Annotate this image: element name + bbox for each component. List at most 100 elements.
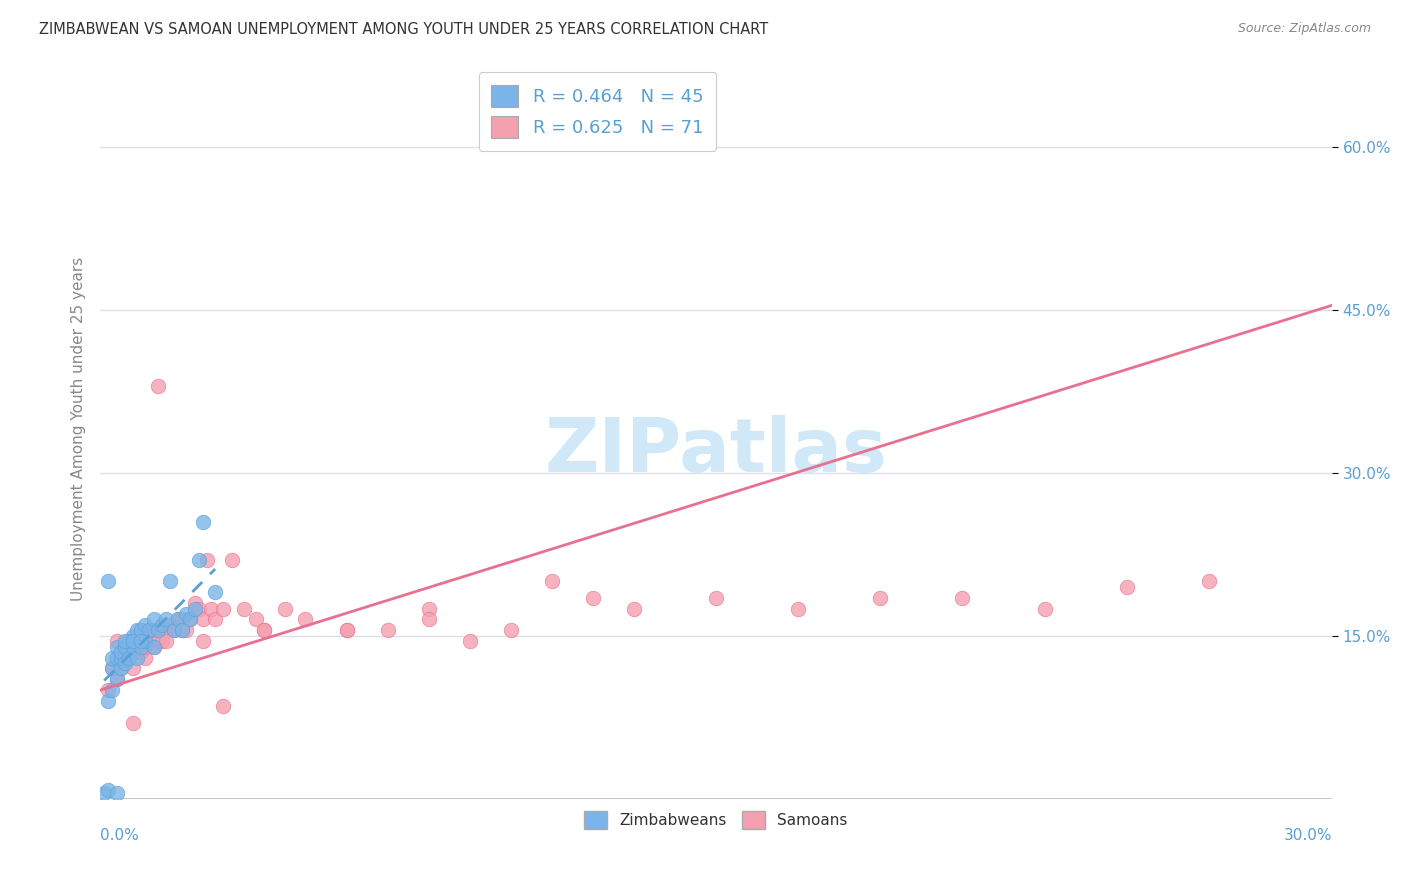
Point <box>245 612 267 626</box>
Point <box>418 601 440 615</box>
Point <box>704 591 727 605</box>
Text: ZIMBABWEAN VS SAMOAN UNEMPLOYMENT AMONG YOUTH UNDER 25 YEARS CORRELATION CHART: ZIMBABWEAN VS SAMOAN UNEMPLOYMENT AMONG … <box>39 22 769 37</box>
Point <box>191 634 214 648</box>
Point <box>335 624 357 638</box>
Point <box>138 624 160 638</box>
Text: ZIPatlas: ZIPatlas <box>544 415 887 488</box>
Point <box>377 624 399 638</box>
Point <box>142 624 165 638</box>
Point <box>122 661 145 675</box>
Point <box>101 683 124 698</box>
Point <box>138 624 160 638</box>
Point <box>127 640 149 654</box>
Point <box>97 683 120 698</box>
Point <box>191 612 214 626</box>
Point <box>458 634 481 648</box>
Point <box>122 715 145 730</box>
Point <box>138 634 160 648</box>
Point <box>118 634 141 648</box>
Point <box>122 634 145 648</box>
Point <box>869 591 891 605</box>
Point <box>187 552 209 566</box>
Point <box>204 585 226 599</box>
Point <box>97 783 120 797</box>
Point <box>127 624 149 638</box>
Point <box>150 634 173 648</box>
Point <box>105 673 128 687</box>
Point <box>101 661 124 675</box>
Point <box>118 650 141 665</box>
Point <box>163 624 186 638</box>
Point <box>499 123 522 137</box>
Point <box>114 634 136 648</box>
Point <box>142 612 165 626</box>
Point <box>122 640 145 654</box>
Point <box>114 656 136 670</box>
Point <box>187 601 209 615</box>
Point <box>129 645 152 659</box>
Legend: Zimbabweans, Samoans: Zimbabweans, Samoans <box>578 805 853 836</box>
Point <box>105 650 128 665</box>
Point <box>418 612 440 626</box>
Point <box>105 640 128 654</box>
Point <box>155 612 177 626</box>
Point <box>195 552 218 566</box>
Text: Source: ZipAtlas.com: Source: ZipAtlas.com <box>1237 22 1371 36</box>
Point <box>127 645 149 659</box>
Point <box>167 612 190 626</box>
Point <box>163 624 186 638</box>
Point <box>134 634 156 648</box>
Point <box>540 574 562 589</box>
Point <box>97 574 120 589</box>
Point <box>110 650 132 665</box>
Point <box>127 650 149 665</box>
Point <box>129 624 152 638</box>
Point <box>1115 580 1137 594</box>
Point <box>118 634 141 648</box>
Point <box>138 624 160 638</box>
Point <box>167 612 190 626</box>
Point <box>159 618 181 632</box>
Point <box>176 624 198 638</box>
Point <box>232 601 254 615</box>
Point <box>134 650 156 665</box>
Point <box>787 601 810 615</box>
Point <box>118 650 141 665</box>
Point <box>274 601 297 615</box>
Point <box>172 624 194 638</box>
Point <box>114 656 136 670</box>
Point <box>253 624 276 638</box>
Point <box>204 612 226 626</box>
Point <box>221 552 243 566</box>
Point <box>179 612 201 626</box>
Text: 0.0%: 0.0% <box>100 829 139 844</box>
Point <box>129 634 152 648</box>
Point <box>150 618 173 632</box>
Point <box>105 786 128 800</box>
Point <box>146 624 169 638</box>
Point <box>93 786 115 800</box>
Point <box>122 629 145 643</box>
Point <box>183 601 205 615</box>
Point <box>200 601 222 615</box>
Point <box>110 661 132 675</box>
Point <box>1198 574 1220 589</box>
Point <box>146 634 169 648</box>
Point <box>179 612 201 626</box>
Point <box>114 640 136 654</box>
Point <box>105 634 128 648</box>
Point <box>110 661 132 675</box>
Point <box>212 601 235 615</box>
Point <box>172 612 194 626</box>
Point <box>155 634 177 648</box>
Point <box>1033 601 1056 615</box>
Point <box>142 640 165 654</box>
Point <box>335 624 357 638</box>
Point <box>176 607 198 621</box>
Point <box>623 601 645 615</box>
Point <box>191 515 214 529</box>
Point <box>159 574 181 589</box>
Point <box>499 624 522 638</box>
Point <box>212 699 235 714</box>
Point <box>952 591 974 605</box>
